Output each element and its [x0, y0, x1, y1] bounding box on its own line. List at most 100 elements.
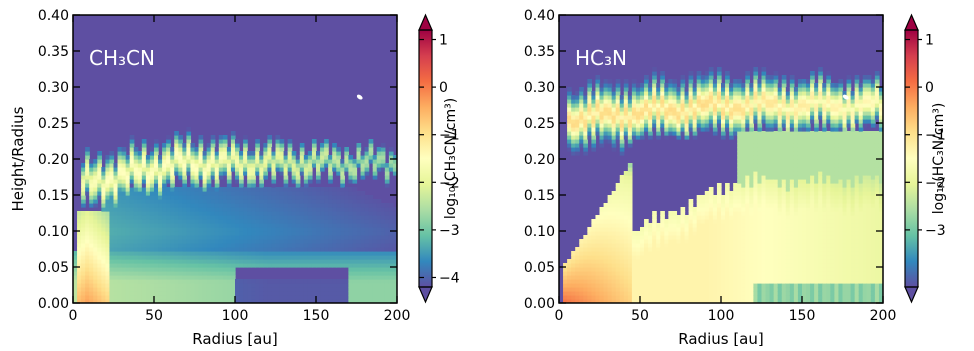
heatmap-cell	[162, 207, 167, 212]
heatmap-cell	[73, 299, 78, 303]
heatmap-cell	[668, 127, 673, 132]
heatmap-cell	[194, 223, 200, 228]
heatmap-cell	[263, 283, 268, 288]
heatmap-cell	[688, 251, 694, 256]
heatmap-cell	[226, 227, 232, 232]
heatmap-cell	[186, 267, 192, 272]
heatmap-cell	[360, 295, 366, 300]
heatmap-cell	[611, 239, 617, 244]
heatmap-cell	[615, 139, 621, 144]
heatmap-cell	[631, 275, 637, 280]
heatmap-cell	[320, 219, 325, 224]
heatmap-cell	[291, 231, 297, 236]
heatmap-cell	[271, 211, 277, 216]
heatmap-cell	[765, 187, 771, 192]
heatmap-cell	[749, 95, 754, 100]
heatmap-cell	[587, 107, 592, 112]
heatmap-cell	[105, 183, 111, 188]
heatmap-cell	[239, 171, 244, 176]
heatmap-cell	[664, 127, 669, 132]
heatmap-cell	[700, 279, 706, 284]
heatmap-cell	[660, 259, 665, 264]
heatmap-cell	[364, 239, 370, 244]
heatmap-cell	[571, 267, 576, 272]
heatmap-cell	[575, 123, 580, 128]
heatmap-cell	[101, 259, 106, 264]
heatmap-cell	[640, 299, 645, 303]
heatmap-cell	[129, 207, 135, 212]
heatmap-cell	[611, 111, 617, 116]
heatmap-cell	[275, 211, 281, 216]
heatmap-cell	[380, 151, 386, 156]
heatmap-cell	[194, 147, 200, 152]
heatmap-cell	[591, 219, 597, 224]
heatmap-cell	[198, 143, 204, 148]
heatmap-cell	[170, 219, 175, 224]
heatmap-cell	[89, 291, 94, 296]
heatmap-cell	[611, 199, 617, 204]
heatmap-cell	[166, 247, 171, 252]
heatmap-cell	[619, 131, 625, 136]
heatmap-cell	[105, 275, 111, 280]
heatmap-cell	[210, 211, 216, 216]
heatmap-cell	[283, 163, 289, 168]
heatmap-cell	[259, 283, 264, 288]
heatmap-cell	[93, 243, 98, 248]
heatmap-cell	[733, 187, 738, 192]
heatmap-cell	[721, 295, 726, 300]
heatmap-cell	[158, 203, 163, 208]
heatmap-cell	[89, 239, 94, 244]
heatmap-cell	[648, 287, 653, 292]
heatmap-cell	[729, 291, 734, 296]
heatmap-cell	[737, 299, 742, 303]
heatmap-cell	[652, 211, 657, 216]
heatmap-cell	[162, 163, 167, 168]
heatmap-cell	[631, 119, 637, 124]
heatmap-cell	[757, 207, 763, 212]
heatmap-cell	[741, 203, 746, 208]
heatmap-cell	[579, 139, 584, 144]
heatmap-cell	[202, 207, 208, 212]
heatmap-cell	[360, 251, 366, 256]
heatmap-cell	[97, 163, 102, 168]
heatmap-cell	[178, 279, 183, 284]
heatmap-cell	[615, 191, 621, 196]
heatmap-cell	[757, 155, 763, 160]
heatmap-cell	[619, 227, 625, 232]
heatmap-cell	[291, 199, 297, 204]
heatmap-cell	[615, 247, 621, 252]
heatmap-cell	[198, 155, 204, 160]
heatmap-cell	[579, 259, 584, 264]
heatmap-cell	[575, 251, 580, 256]
heatmap-cell	[741, 279, 746, 284]
heatmap-cell	[749, 215, 754, 220]
heatmap-cell	[757, 147, 763, 152]
heatmap-cell	[125, 287, 131, 292]
heatmap-cell	[214, 179, 220, 184]
heatmap-cell	[206, 183, 212, 188]
heatmap-cell	[745, 207, 750, 212]
heatmap-cell	[733, 275, 738, 280]
heatmap-cell	[692, 211, 698, 216]
heatmap-cell	[295, 167, 301, 172]
heatmap-cell	[174, 203, 179, 208]
heatmap-cell	[145, 219, 151, 224]
heatmap-cell	[611, 287, 617, 292]
heatmap-cell	[129, 283, 135, 288]
heatmap-cell	[741, 243, 746, 248]
heatmap-cell	[109, 219, 115, 224]
heatmap-cell	[145, 179, 151, 184]
heatmap-cell	[696, 123, 702, 128]
heatmap-cell	[640, 275, 645, 280]
heatmap-cell	[688, 235, 694, 240]
heatmap-cell	[376, 239, 382, 244]
heatmap-cell	[611, 123, 617, 128]
heatmap-cell	[684, 283, 690, 288]
heatmap-cell	[283, 291, 289, 296]
heatmap-cell	[708, 283, 714, 288]
heatmap-cell	[166, 199, 171, 204]
heatmap-cell	[737, 179, 742, 184]
heatmap-cell	[700, 203, 706, 208]
heatmap-cell	[206, 263, 212, 268]
heatmap-cell	[741, 275, 746, 280]
